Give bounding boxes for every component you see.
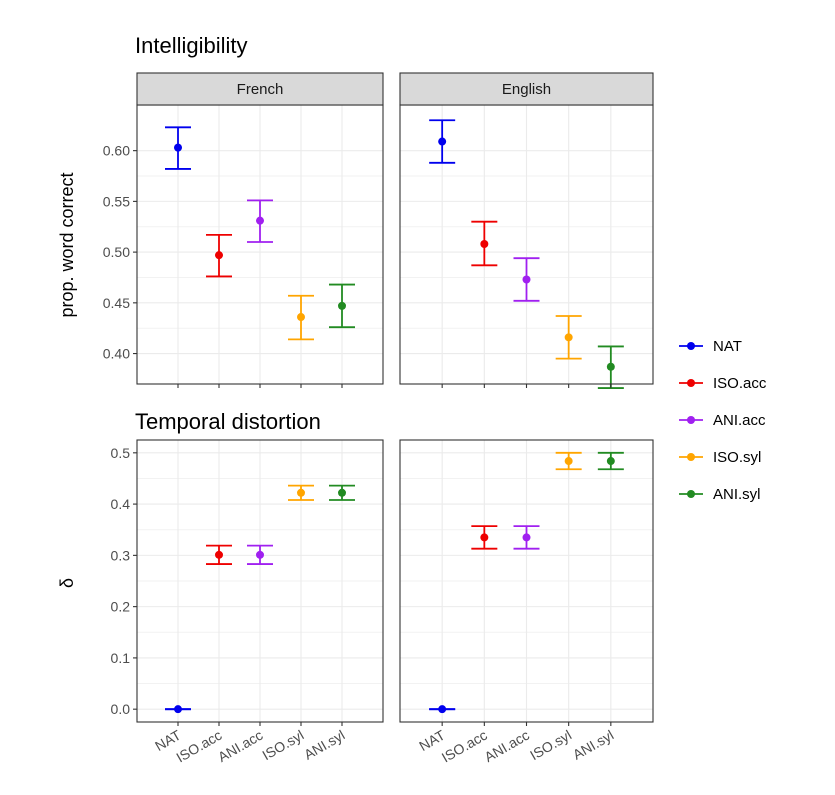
x-tick-label-iso-syl: ISO.syl [527, 727, 574, 763]
legend-key-point [687, 453, 695, 461]
legend-item-iso-acc: ISO.acc [679, 375, 767, 392]
y-tick-label: 0.45 [103, 295, 130, 311]
data-point-ani-syl [606, 457, 615, 466]
x-tick-label-iso-syl: ISO.syl [259, 727, 306, 763]
data-point-ani-acc [522, 275, 531, 284]
legend-item-nat: NAT [679, 338, 742, 355]
legend-label: ANI.acc [713, 412, 766, 429]
y-tick-label: 0.50 [103, 244, 130, 260]
data-point-nat [174, 143, 182, 152]
intelligibility-y-axis-title: prop. word correct [57, 172, 77, 317]
facet-label-english: English [502, 81, 551, 98]
data-point-iso-acc [215, 251, 223, 260]
facet-strip-english [399, 72, 654, 106]
temporal-distortion-title: Temporal distortion [135, 409, 321, 434]
y-tick-label: 0.4 [111, 496, 131, 512]
x-tick-label-ani-syl: ANI.syl [570, 727, 616, 763]
data-point-ani-acc [256, 550, 264, 559]
intelligibility-title: Intelligibility [135, 33, 248, 58]
data-point-iso-syl [564, 333, 573, 342]
y-tick-label: 0.40 [103, 346, 130, 362]
intelligibility-panel-english: English [399, 72, 654, 389]
legend-key-point [687, 379, 695, 387]
legend: NAT ISO.acc ANI.acc ISO.syl ANI.syl [679, 338, 767, 503]
temporal-distortion-y-axis-title: δ [57, 578, 77, 588]
data-point-ani-syl [606, 362, 615, 371]
x-tick-label-ani-acc: ANI.acc [482, 727, 532, 765]
y-tick-label: 0.2 [111, 599, 131, 615]
legend-label: ISO.acc [713, 375, 767, 392]
y-tick-label: 0.5 [111, 445, 131, 461]
legend-key-point [687, 342, 695, 350]
legend-label: NAT [713, 338, 742, 355]
data-point-ani-acc [522, 533, 531, 542]
x-tick-label-ani-syl: ANI.syl [301, 727, 347, 763]
data-point-iso-acc [215, 550, 223, 559]
legend-label: ANI.syl [713, 486, 761, 503]
legend-key-point [687, 416, 695, 424]
data-point-nat [438, 137, 447, 146]
y-tick-label: 0.1 [111, 650, 131, 666]
x-tick-label-iso-acc: ISO.acc [173, 727, 224, 766]
data-point-iso-acc [480, 533, 489, 542]
legend-item-ani-acc: ANI.acc [679, 412, 766, 429]
y-tick-label: 0.60 [103, 143, 130, 159]
y-tick-label: 0.55 [103, 193, 130, 209]
data-point-nat [174, 705, 182, 714]
data-point-iso-syl [297, 488, 305, 497]
intelligibility-panel-french: French 0.40 0.45 0.50 0.55 0.60 [103, 72, 384, 388]
y-tick-label: 0.0 [111, 701, 131, 717]
data-point-iso-syl [564, 457, 573, 466]
x-tick-label-ani-acc: ANI.acc [215, 727, 265, 765]
data-point-iso-syl [297, 313, 305, 322]
legend-item-iso-syl: ISO.syl [679, 449, 761, 466]
temporal-distortion-panel-french: 0.00.10.20.30.40.5NATISO.accANI.accISO.s… [111, 439, 384, 766]
data-point-ani-acc [256, 216, 264, 225]
legend-item-ani-syl: ANI.syl [679, 486, 761, 503]
data-point-nat [438, 705, 447, 714]
facet-label-french: French [237, 81, 284, 98]
data-point-iso-acc [480, 239, 489, 248]
y-tick-label: 0.3 [111, 547, 131, 563]
legend-key-point [687, 490, 695, 498]
facet-strip-french [136, 72, 384, 106]
data-point-ani-syl [338, 301, 346, 310]
data-point-ani-syl [338, 488, 346, 497]
legend-label: ISO.syl [713, 449, 761, 466]
x-tick-label-iso-acc: ISO.acc [439, 727, 490, 766]
